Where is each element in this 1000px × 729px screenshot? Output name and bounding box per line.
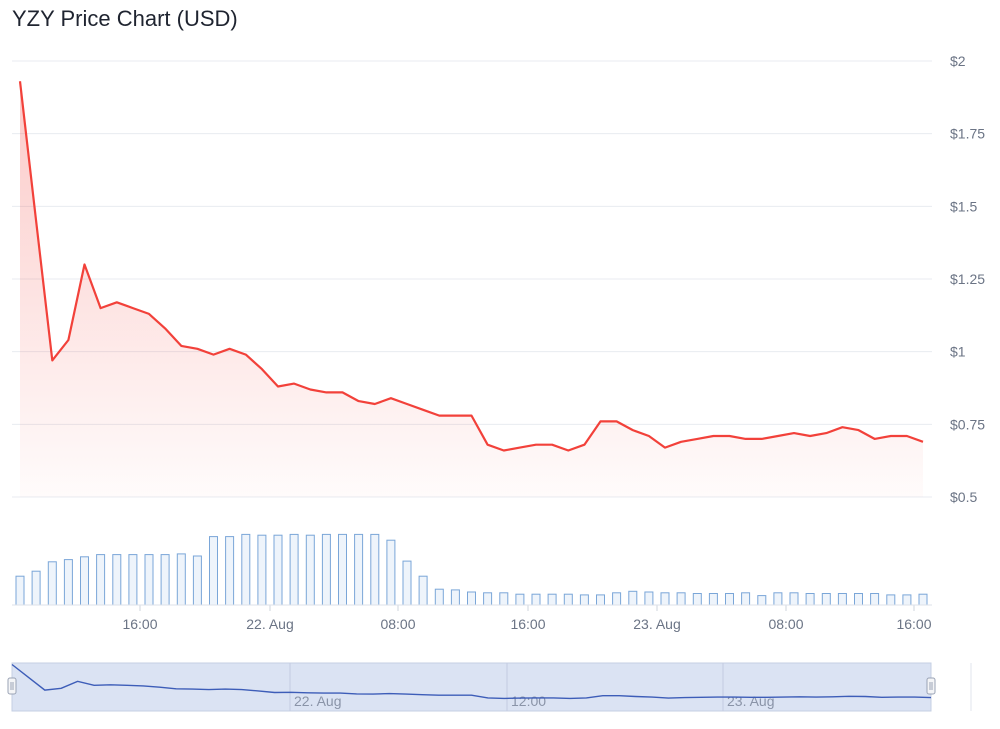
volume-bar [225,536,235,606]
price-area-fill [20,81,923,498]
volume-bar [160,554,170,606]
handle-body [926,677,936,695]
price-tick-label: $0.5 [950,489,977,505]
volume-bar [918,593,928,606]
time-tick-label: 08:00 [380,616,415,632]
navigator-tick-label: 22. Aug [294,693,342,709]
volume-bar [31,570,41,606]
time-tick-label: 08:00 [768,616,803,632]
volume-bar [692,593,702,606]
volume-bar [708,593,718,606]
volume-bar [483,592,493,606]
volume-bar [676,592,686,606]
time-tick-label: 16:00 [896,616,931,632]
volume-bar [563,593,573,606]
volume-bar [547,593,557,606]
volume-bar [192,555,202,606]
volume-bar [499,592,509,606]
volume-bar [773,592,783,606]
volume-bar [870,593,880,606]
volume-bar [47,561,57,606]
volume-bar [386,539,396,606]
volume-bar [96,554,106,606]
volume-bar [257,534,267,606]
volume-bar [176,553,186,606]
volume-bar [402,560,412,606]
volume-bar [418,575,428,606]
price-tick-label: $1.5 [950,198,977,214]
volume-bar [628,590,638,606]
navigator-tick-label: 23. Aug [727,693,775,709]
volume-bar [805,593,815,606]
volume-bar [63,559,73,606]
volume-bar [579,594,589,606]
price-axis-labels: $0.5 $0.75 $1 $1.25 $1.5 $1.75 $2 [950,53,985,505]
volume-bar [757,595,767,606]
volume-bar [821,593,831,606]
volume-bar [596,594,605,606]
volume-bar [725,593,734,606]
volume-bar [241,533,251,606]
navigator-series-line [11,663,932,700]
volume-bar [321,533,331,606]
price-tick-label: $1 [950,344,966,360]
volume-bar [370,533,380,606]
handle-body [7,677,17,695]
price-tick-label: $1.25 [950,271,985,287]
volume-bar [515,593,525,606]
chart-title: YZY Price Chart (USD) [12,6,238,31]
price-line [18,81,924,452]
volume-bar [15,575,25,606]
volume-bar [741,592,751,606]
volume-bar [144,554,154,606]
volume-bar [660,592,670,606]
volume-bar [80,556,89,606]
volume-bar [112,554,122,606]
time-tick-label: 16:00 [122,616,157,632]
volume-bar [467,591,476,606]
volume-bar [450,589,460,606]
time-tick-label: 23. Aug [633,616,681,632]
volume-bar [434,588,444,606]
volume-bars [15,533,928,606]
navigator[interactable]: 22. Aug 12:00 23. Aug [7,662,972,712]
volume-bar [612,592,622,606]
volume-bar [289,533,299,606]
volume-bar [305,534,315,606]
volume-bar [837,593,847,606]
volume-bar [902,594,912,606]
volume-bar [338,533,347,606]
volume-bar [854,593,863,606]
price-area [20,81,923,498]
volume-bar [531,593,541,606]
navigator-tick-label: 12:00 [511,693,546,709]
time-tick-label: 22. Aug [246,616,294,632]
price-tick-label: $1.75 [950,126,985,142]
time-axis-labels: 16:00 22. Aug 08:00 16:00 23. Aug 08:00 16:00 [12,604,932,632]
price-tick-label: $0.75 [950,416,985,432]
volume-bar [789,592,799,606]
volume-bar [209,536,218,606]
price-tick-label: $2 [950,53,966,69]
navigator-left-handle[interactable] [7,677,17,695]
volume-bar [886,594,896,606]
volume-bar [644,591,654,606]
volume-bar [128,554,138,606]
volume-bar [354,533,364,606]
volume-bar [273,534,283,606]
time-tick-label: 16:00 [510,616,545,632]
price-series-line [18,81,924,452]
navigator-right-handle[interactable] [926,677,936,695]
